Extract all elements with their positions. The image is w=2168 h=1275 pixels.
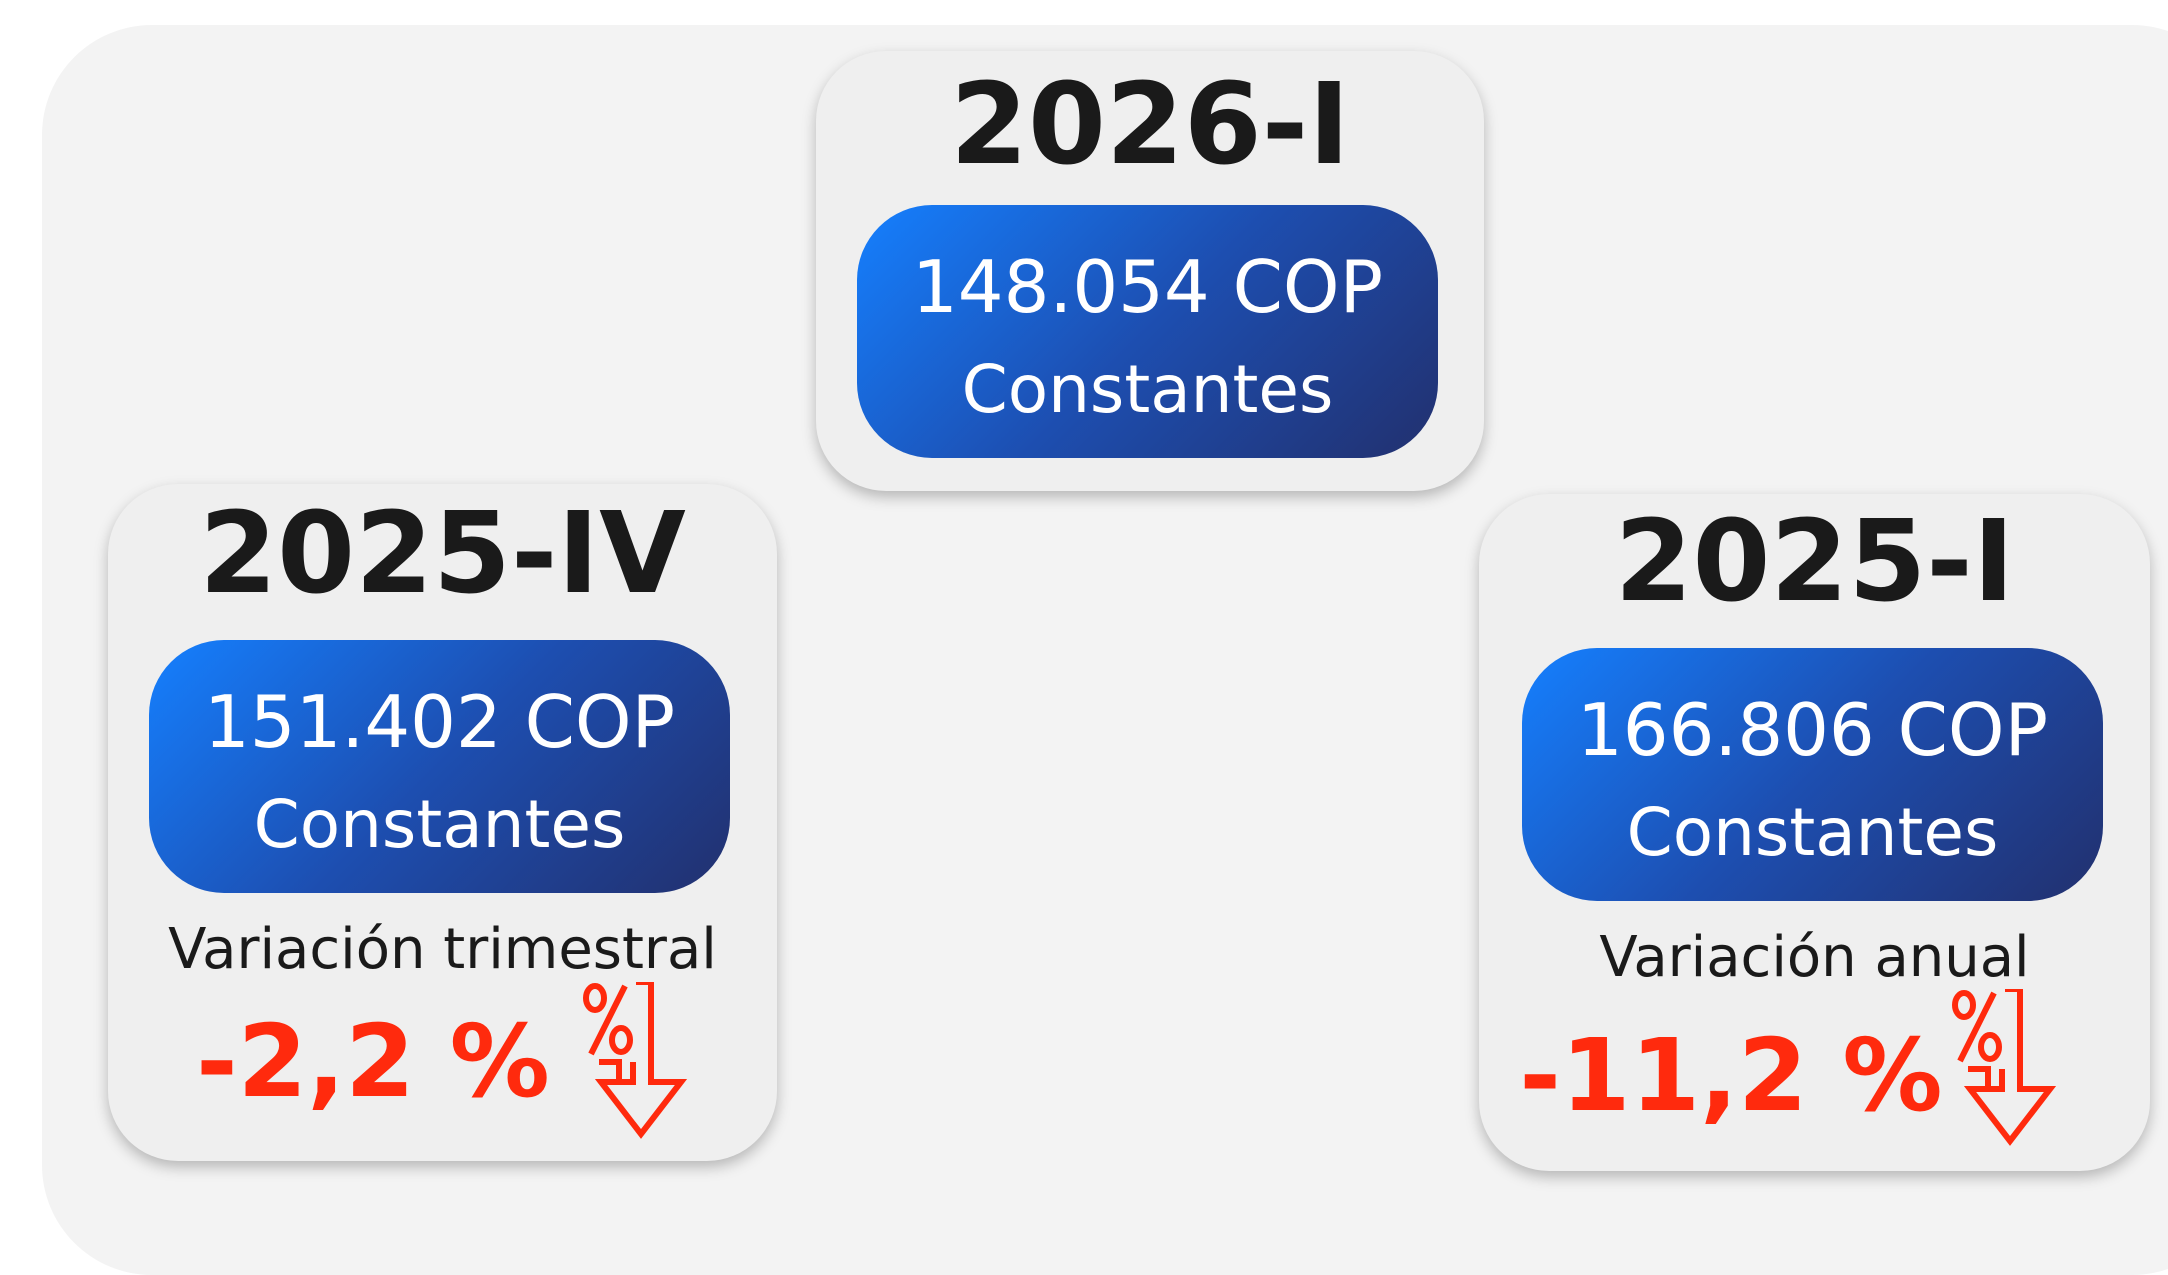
period-card: 2025-IV 151.402 COP Constantes Variación tr… (108, 484, 777, 1161)
value-text: 166.806 COP (1577, 688, 2048, 772)
value-box: 151.402 COP Constantes (149, 640, 730, 893)
variation-label: Variación anual (1599, 925, 2030, 990)
value-box: 166.806 COP Constantes (1522, 648, 2103, 901)
unit-text: Constantes (253, 786, 626, 863)
unit-text: Constantes (1626, 794, 1999, 871)
variation-label: Variación trimestral (168, 917, 717, 982)
page: 2026-I 148.054 COP Constantes 2025-IV 151.40… (42, 25, 2168, 1275)
variation-value: -2,2 % (196, 1003, 550, 1120)
period-title: 2026-I (950, 60, 1350, 190)
period-title: 2025-I (1614, 497, 2015, 627)
period-card: 2025-I 166.806 COP Constantes Variación anu… (1479, 494, 2150, 1171)
variation-value: -11,2 % (1519, 1017, 1943, 1134)
value-box: 148.054 COP Constantes (857, 205, 1438, 458)
value-text: 148.054 COP (912, 245, 1383, 329)
period-title: 2025-IV (199, 489, 686, 619)
unit-text: Constantes (961, 351, 1334, 428)
value-text: 151.402 COP (204, 680, 675, 764)
down-percent-icon (583, 982, 688, 1139)
down-percent-icon (1952, 989, 2057, 1146)
period-card: 2026-I 148.054 COP Constantes (816, 51, 1484, 491)
